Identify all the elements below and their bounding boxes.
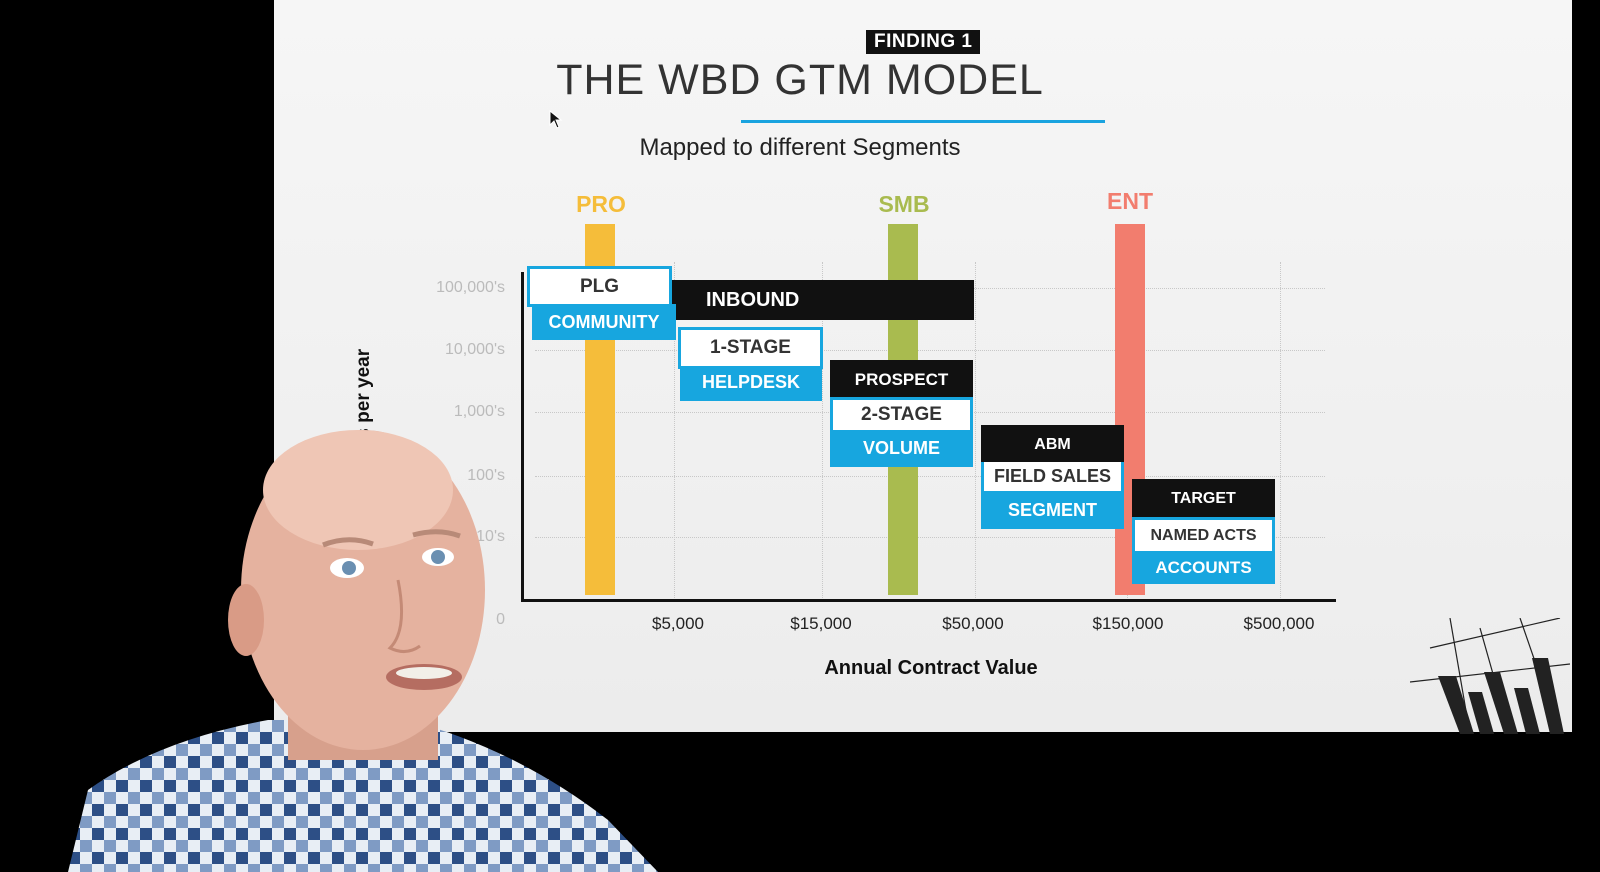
- two-stage-box: 2-STAGE: [830, 397, 973, 433]
- slide-title: THE WBD GTM MODEL: [556, 56, 1044, 104]
- x-tick-label: $150,000: [1092, 614, 1164, 633]
- finding-badge: FINDING 1: [866, 30, 981, 54]
- x-axis-line: [521, 599, 1336, 602]
- grid-line: [1280, 262, 1281, 598]
- segment-label-ent: ENT: [1107, 188, 1153, 214]
- volume-box: VOLUME: [830, 430, 973, 467]
- x-tick-label: $15,000: [790, 614, 852, 633]
- target-box: TARGET: [1132, 479, 1275, 519]
- y-axis-line: [521, 272, 524, 602]
- segment-label-pro: PRO: [576, 191, 626, 217]
- grid-line: [535, 537, 1325, 538]
- field-sales-box: FIELD SALES: [981, 462, 1124, 494]
- inbound-box: INBOUND: [670, 280, 974, 320]
- wbd-logo-icon: [1410, 618, 1570, 734]
- y-tick-label: 10's: [476, 528, 505, 545]
- segment-label-smb: SMB: [878, 191, 930, 217]
- y-tick-label: 10,000's: [445, 341, 505, 358]
- y-tick-label: 100's: [467, 467, 505, 484]
- grid-line: [674, 262, 675, 598]
- slide-subtitle: Mapped to different Segments: [639, 134, 961, 161]
- mouse-cursor-icon: [549, 110, 563, 129]
- segment-box: SEGMENT: [981, 492, 1124, 529]
- plg-box: PLG: [527, 266, 672, 307]
- grid-line: [535, 476, 1325, 477]
- presenter-video: [68, 430, 658, 872]
- abm-box: ABM: [981, 425, 1124, 465]
- y-tick-label: 1,000's: [453, 403, 505, 420]
- title-divider: [741, 120, 1105, 123]
- grid-line: [975, 262, 976, 598]
- grid-line: [822, 262, 823, 598]
- accounts-box: ACCOUNTS: [1132, 552, 1275, 584]
- prospect-box: PROSPECT: [830, 360, 973, 400]
- y-tick-label: 100,000's: [436, 279, 505, 296]
- x-axis-title: Annual Contract Value: [824, 657, 1038, 679]
- y-tick-label: 0: [496, 611, 505, 628]
- one-stage-box: 1-STAGE: [678, 327, 823, 369]
- grid-line: [535, 350, 1325, 351]
- x-tick-label: $500,000: [1243, 614, 1315, 633]
- x-tick-label: $50,000: [942, 614, 1004, 633]
- community-box: COMMUNITY: [532, 304, 676, 340]
- named-acts-box: NAMED ACTS: [1132, 517, 1275, 554]
- helpdesk-box: HELPDESK: [680, 364, 822, 401]
- x-tick-label: $5,000: [652, 614, 704, 633]
